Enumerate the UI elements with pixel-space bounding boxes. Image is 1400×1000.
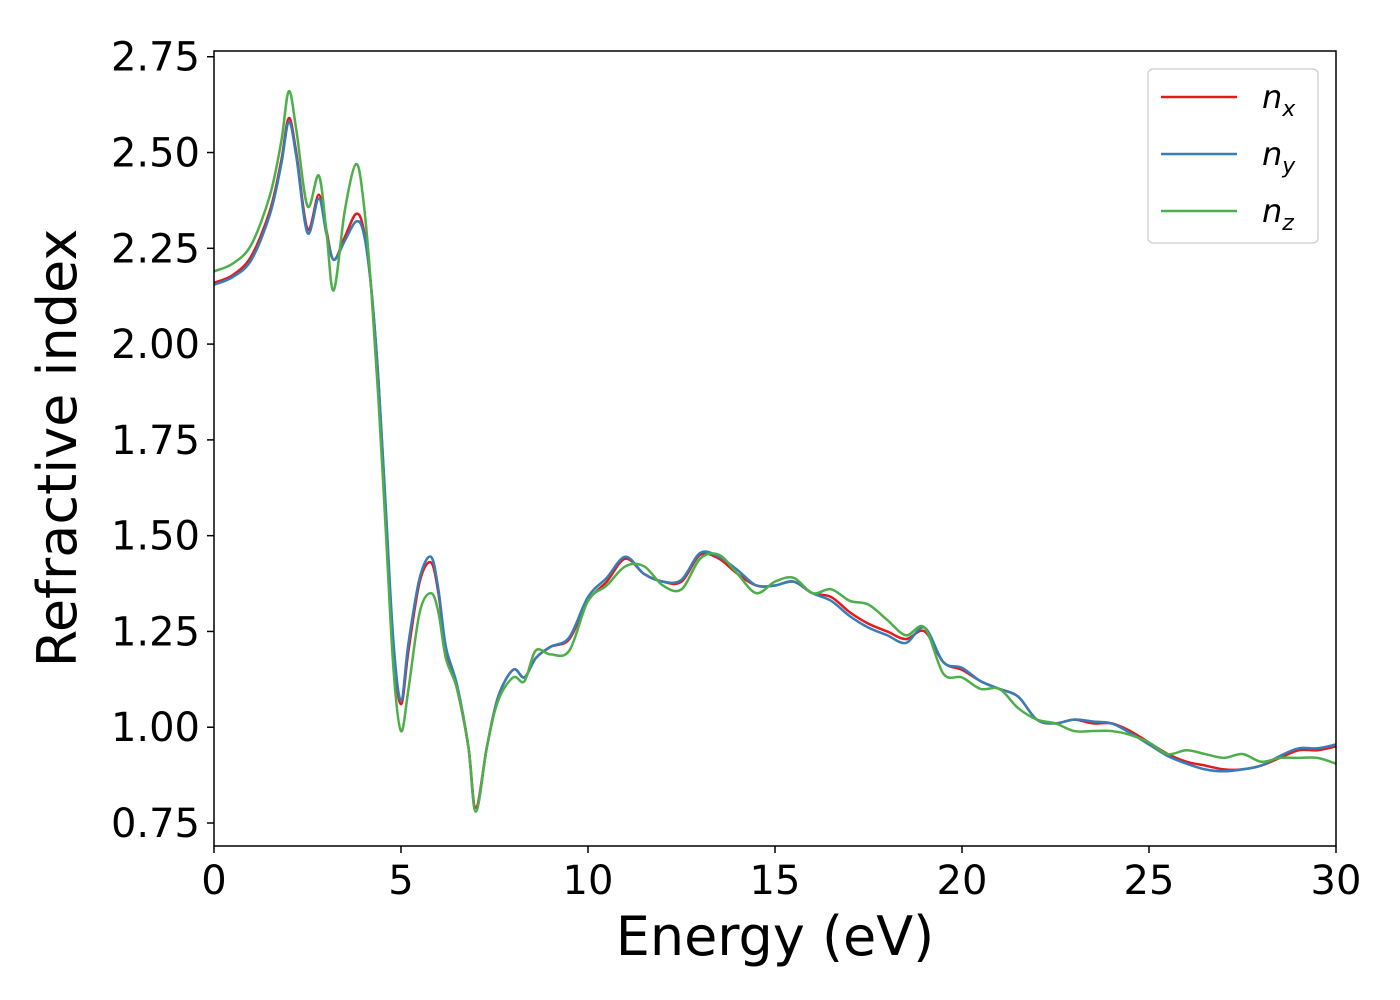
series-layer [214,89,1336,813]
legend-label-base: n [1262,135,1282,173]
x-tick-label: 10 [563,858,614,904]
series-line-y [214,120,1336,813]
y-tick-label: 2.50 [111,131,200,177]
x-axis-title: Energy (eV) [616,905,935,968]
legend-label-y: ny [1262,135,1296,179]
y-tick-label: 0.75 [111,801,200,847]
x-tick-label: 25 [1124,858,1175,904]
legend-label-subscript: z [1281,211,1294,236]
x-tick-label: 20 [937,858,988,904]
y-tick-label: 1.75 [111,418,200,464]
y-tick-label: 1.50 [111,514,200,560]
legend-label-base: n [1262,78,1282,116]
legend-label-subscript: y [1281,154,1296,179]
x-axis: 0 5 10 15 20 25 30 [201,846,1361,904]
legend-label-z: nz [1262,192,1294,236]
y-axis: 0.75 1.00 1.25 1.50 1.75 2.00 2.25 2.50 2.75 [111,35,214,847]
x-tick-label: 15 [750,858,801,904]
x-tick-label: 5 [388,858,413,904]
legend-label-x: nx [1262,78,1296,122]
y-tick-label: 2.25 [111,226,200,272]
legend-label-base: n [1262,192,1282,230]
legend-label-subscript: x [1281,97,1296,122]
x-tick-label: 0 [201,858,226,904]
y-tick-label: 1.25 [111,609,200,655]
y-tick-label: 2.75 [111,35,200,81]
y-tick-label: 2.00 [111,322,200,368]
series-line-z [214,89,1336,813]
y-axis-title: Refractive index [26,229,89,668]
y-tick-label: 1.00 [111,705,200,751]
legend-frame [1147,68,1319,244]
x-tick-label: 30 [1311,858,1362,904]
